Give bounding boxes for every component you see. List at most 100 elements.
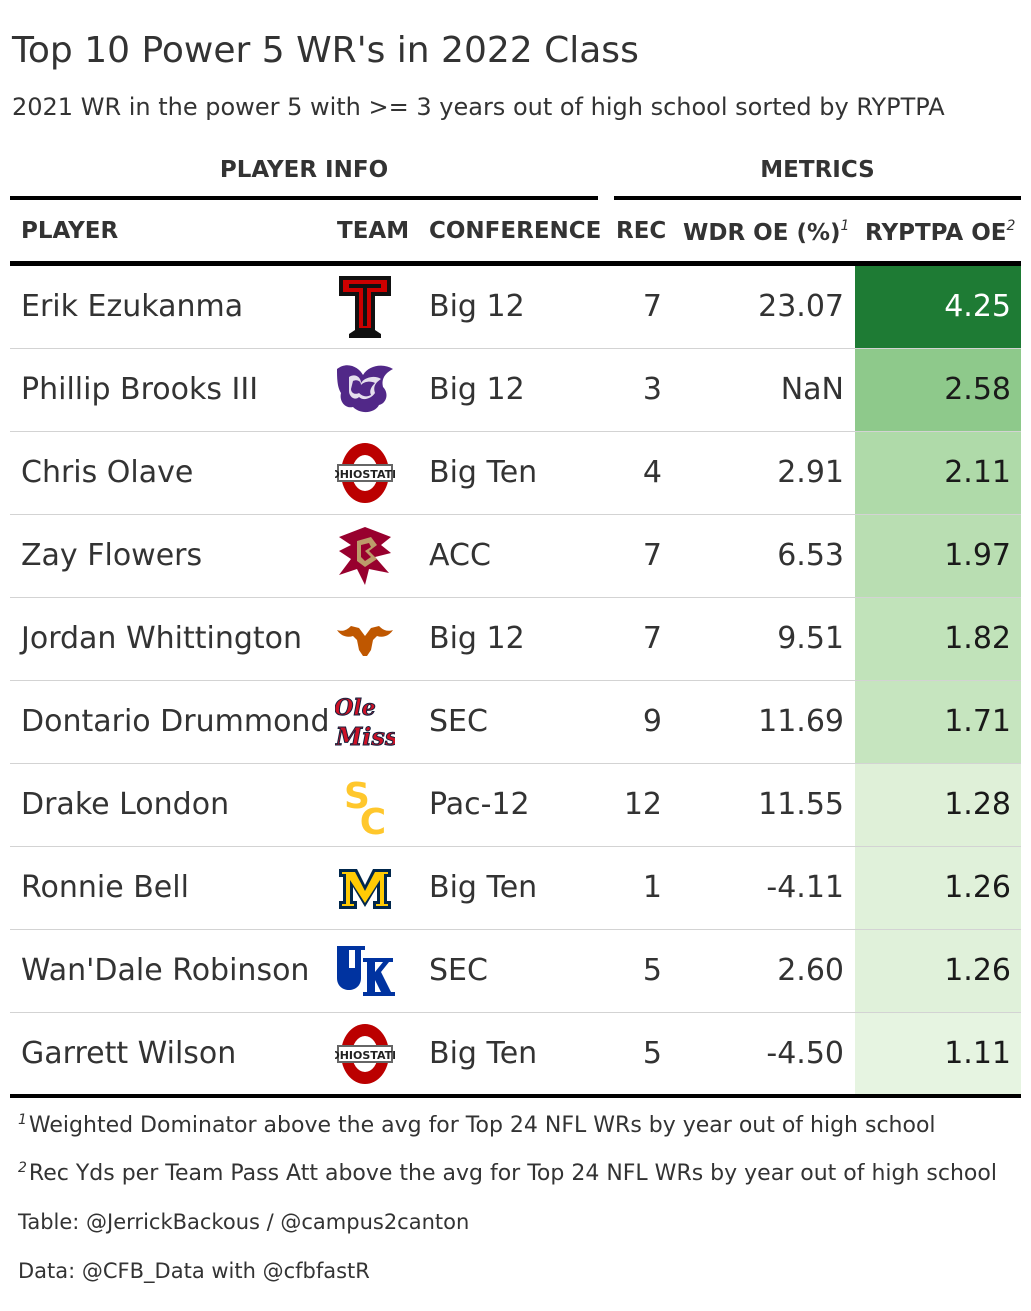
- ryptpa-cell: 1.97: [855, 515, 1021, 597]
- ryptpa-cell: 1.71: [855, 681, 1021, 763]
- ohio-state-logo: OHIOSTATE: [335, 440, 395, 506]
- conference-cell: Big Ten: [429, 455, 538, 490]
- boston-college-logo: [335, 523, 395, 589]
- player-name: Wan'Dale Robinson: [21, 953, 310, 988]
- player-name: Ronnie Bell: [21, 870, 189, 905]
- footnote-1-text: Weighted Dominator above the avg for Top…: [28, 1113, 936, 1138]
- player-name: Jordan Whittington: [21, 621, 303, 656]
- spanner-player-info: PLAYER INFO: [219, 157, 389, 183]
- conference-cell: Big 12: [429, 289, 525, 324]
- ryptpa-cell: 2.58: [855, 349, 1021, 431]
- spanner-metrics: METRICS: [760, 157, 875, 183]
- svg-text:OHIOSTATE: OHIOSTATE: [335, 1049, 395, 1062]
- column-header-rec: REC: [616, 218, 667, 244]
- wdr-cell: 11.69: [758, 704, 844, 739]
- ryptpa-cell: 1.82: [855, 598, 1021, 680]
- column-header-conference: CONFERENCE: [429, 218, 602, 244]
- ryptpa-cell: 1.26: [855, 930, 1021, 1012]
- source-table: Table: @JerrickBackous / @campus2canton: [18, 1210, 470, 1234]
- footnote-2-mark: 2: [18, 1160, 27, 1176]
- ryptpa-cell: 1.26: [855, 847, 1021, 929]
- wdr-cell: 11.55: [758, 787, 844, 822]
- texas-logo: [335, 606, 395, 672]
- wdr-cell: 2.60: [777, 953, 844, 988]
- svg-text:Miss: Miss: [335, 722, 395, 751]
- conference-cell: Big Ten: [429, 870, 538, 905]
- bottom-rule: [10, 1094, 1021, 1098]
- rec-cell: 3: [642, 372, 662, 407]
- wdr-cell: 9.51: [777, 621, 844, 656]
- player-name: Dontario Drummond: [21, 704, 330, 739]
- rec-cell: 12: [623, 787, 662, 822]
- source-data: Data: @CFB_Data with @cfbfastR: [18, 1259, 370, 1283]
- table-subtitle: 2021 WR in the power 5 with >= 3 years o…: [12, 93, 945, 121]
- conference-cell: SEC: [429, 953, 488, 988]
- conference-cell: ACC: [429, 538, 491, 573]
- column-header-wdr: WDR OE (%)1: [683, 218, 849, 246]
- player-name: Zay Flowers: [21, 538, 203, 573]
- rec-cell: 5: [642, 953, 662, 988]
- footnote-1-mark: 1: [18, 1112, 27, 1128]
- table-row: 1.26 Ronnie Bell Big Ten 1 -4.11: [10, 847, 1021, 930]
- column-header-team: TEAM: [337, 218, 410, 244]
- ryptpa-cell: 2.11: [855, 432, 1021, 514]
- rec-cell: 9: [642, 704, 662, 739]
- table-row: 1.26 Wan'Dale Robinson SEC 5 2.60: [10, 930, 1021, 1013]
- svg-text:S: S: [344, 776, 370, 817]
- spanner-rule-metrics: [614, 196, 1021, 200]
- footnote-1: 1Weighted Dominator above the avg for To…: [18, 1112, 936, 1138]
- table-row: 2.58 Phillip Brooks III Big 12 3 NaN: [10, 349, 1021, 432]
- column-header-ryptpa: RYPTPA OE2: [865, 218, 1015, 246]
- wdr-cell: NaN: [780, 372, 844, 407]
- svg-text:C: C: [360, 802, 386, 838]
- ohio-state-logo: OHIOSTATE: [335, 1021, 395, 1087]
- svg-text:Ole: Ole: [335, 695, 376, 721]
- table-row: 1.11 Garrett Wilson OHIOSTATE Big Ten 5 -4.50: [10, 1013, 1021, 1096]
- player-name: Chris Olave: [21, 455, 194, 490]
- ryptpa-cell: 1.28: [855, 764, 1021, 846]
- rec-cell: 1: [642, 870, 662, 905]
- michigan-logo: [335, 855, 395, 921]
- rec-cell: 5: [642, 1036, 662, 1071]
- wdr-cell: 2.91: [777, 455, 844, 490]
- conference-cell: Pac-12: [429, 787, 530, 822]
- wdr-cell: -4.50: [766, 1036, 844, 1071]
- table-body: 4.25 Erik Ezukanma Big 12 7 23.07 2.58 Phillip…: [10, 266, 1021, 1096]
- column-header-player: PLAYER: [21, 218, 119, 244]
- kansas-state-logo: [335, 357, 395, 423]
- wdr-cell: 6.53: [777, 538, 844, 573]
- ryptpa-cell: 4.25: [855, 266, 1021, 348]
- conference-cell: Big Ten: [429, 1036, 538, 1071]
- wdr-cell: -4.11: [766, 870, 844, 905]
- table-row: 2.11 Chris Olave OHIOSTATE Big Ten 4 2.91: [10, 432, 1021, 515]
- table-row: 1.71 Dontario Drummond Ole Miss SEC 9 11.69: [10, 681, 1021, 764]
- rec-cell: 7: [642, 621, 662, 656]
- player-name: Erik Ezukanma: [21, 289, 244, 324]
- column-header-ryptpa-label: RYPTPA OE: [865, 220, 1007, 246]
- column-header-wdr-label: WDR OE (%): [683, 220, 841, 246]
- conference-cell: Big 12: [429, 372, 525, 407]
- table-row: 1.97 Zay Flowers ACC 7 6.53: [10, 515, 1021, 598]
- table-title: Top 10 Power 5 WR's in 2022 Class: [12, 30, 639, 71]
- wdr-cell: 23.07: [758, 289, 844, 324]
- texas-tech-logo: [335, 274, 395, 340]
- ole-miss-logo: Ole Miss: [335, 689, 395, 755]
- rec-cell: 7: [642, 289, 662, 324]
- conference-cell: SEC: [429, 704, 488, 739]
- player-name: Garrett Wilson: [21, 1036, 237, 1071]
- conference-cell: Big 12: [429, 621, 525, 656]
- svg-text:OHIOSTATE: OHIOSTATE: [335, 468, 395, 481]
- footnote-mark-2: 2: [1006, 218, 1016, 234]
- player-name: Drake London: [21, 787, 230, 822]
- footnote-2: 2Rec Yds per Team Pass Att above the avg…: [18, 1160, 997, 1186]
- footnote-mark-1: 1: [840, 218, 850, 234]
- spanner-rule-player-info: [10, 196, 598, 200]
- footnote-2-text: Rec Yds per Team Pass Att above the avg …: [28, 1161, 997, 1186]
- rec-cell: 4: [642, 455, 662, 490]
- header-rule: [10, 261, 1021, 266]
- kentucky-logo: [335, 938, 395, 1004]
- table-row: 1.28 Drake London S C Pac-12 12 11.55: [10, 764, 1021, 847]
- table-row: 4.25 Erik Ezukanma Big 12 7 23.07: [10, 266, 1021, 349]
- rec-cell: 7: [642, 538, 662, 573]
